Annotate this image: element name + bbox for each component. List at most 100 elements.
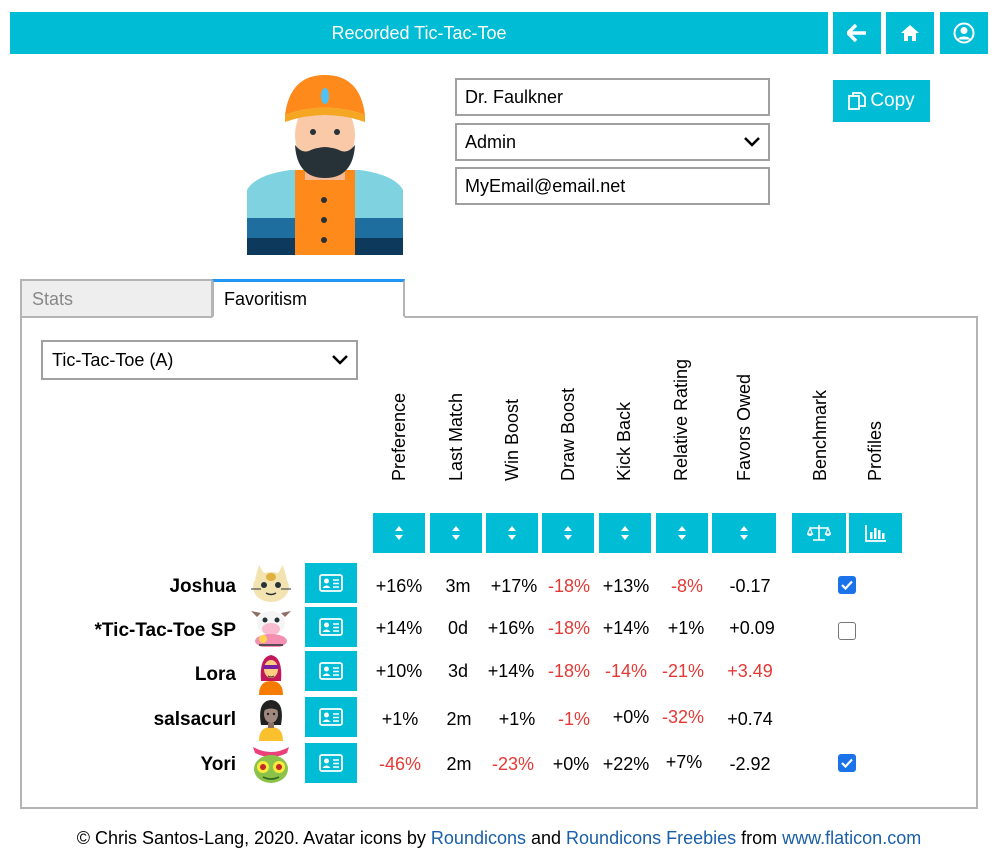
id-card-icon — [319, 574, 343, 592]
player-card-button[interactable] — [305, 563, 357, 603]
player-avatar-salsacurl — [249, 697, 293, 741]
cell-draw-boost: -18% — [547, 661, 591, 681]
column-header-relative-rating: Relative Rating — [671, 352, 699, 502]
footer-and: and — [525, 828, 567, 848]
profiles-header-button[interactable] — [849, 513, 902, 553]
id-card-icon — [319, 708, 343, 726]
sort-relative-rating-button[interactable] — [656, 513, 708, 553]
footer-prefix: © Chris Santos-Lang, 2020. Avatar icons … — [76, 828, 431, 848]
cell-last-match: 3m — [445, 576, 471, 596]
sort-icon — [395, 526, 403, 540]
cell-relative-rating: -32% — [661, 707, 705, 727]
player-name: Joshua — [169, 576, 236, 597]
benchmark-checkbox[interactable] — [838, 622, 856, 640]
cell-relative-rating: -21% — [661, 661, 705, 681]
email-field-value: MyEmail@email.net — [465, 175, 626, 196]
player-card-button[interactable] — [305, 651, 357, 691]
cell-relative-rating: -8% — [670, 576, 703, 596]
role-select[interactable]: Admin — [455, 123, 770, 161]
balance-scale-icon — [807, 525, 831, 541]
column-header-label: Relative Rating — [671, 358, 691, 481]
cell-preference: +14% — [375, 618, 423, 638]
cell-favors-owed: +3.49 — [727, 661, 773, 681]
sort-preference-button[interactable] — [373, 513, 425, 553]
copy-button-label: Copy — [870, 90, 915, 111]
tab-stats-label: Stats — [32, 288, 74, 309]
checkmark-icon — [841, 758, 853, 768]
sort-draw-boost-button[interactable] — [542, 513, 594, 553]
cell-win-boost: +16% — [487, 618, 535, 638]
user-button[interactable] — [940, 12, 988, 54]
cell-win-boost: +17% — [490, 576, 538, 596]
benchmark-checkbox[interactable] — [838, 576, 856, 594]
footer-credits: © Chris Santos-Lang, 2020. Avatar icons … — [0, 828, 998, 849]
benchmark-checkbox[interactable] — [838, 754, 856, 772]
cell-win-boost: +14% — [487, 661, 535, 681]
benchmark-header-button[interactable] — [792, 513, 846, 553]
player-name: Yori — [200, 754, 236, 775]
footer-link-roundicons-freebies[interactable]: Roundicons Freebies — [566, 828, 737, 848]
column-header-benchmark: Benchmark — [810, 352, 838, 502]
sort-kick-back-button[interactable] — [599, 513, 651, 553]
user-circle-icon — [953, 22, 975, 44]
back-button[interactable] — [833, 12, 881, 54]
sort-icon — [564, 526, 572, 540]
player-name: salsacurl — [153, 709, 236, 730]
column-header-label: Draw Boost — [558, 387, 578, 481]
cell-kick-back: +13% — [602, 576, 650, 596]
column-header-label: Benchmark — [810, 389, 830, 481]
cell-win-boost: -23% — [491, 754, 535, 774]
arrow-left-icon — [847, 24, 866, 42]
sort-win-boost-button[interactable] — [486, 513, 538, 553]
role-select-value: Admin — [465, 131, 517, 152]
cell-last-match: 0d — [447, 618, 469, 638]
column-header-label: Win Boost — [502, 398, 522, 481]
sort-favors-owed-button[interactable] — [712, 513, 776, 553]
cell-kick-back: +0% — [612, 707, 650, 727]
cell-kick-back: +14% — [602, 618, 650, 638]
cell-draw-boost: +0% — [552, 754, 590, 774]
game-select[interactable]: Tic-Tac-Toe (A) — [41, 340, 358, 380]
cell-favors-owed: +0.09 — [729, 618, 775, 638]
column-header-preference: Preference — [389, 352, 417, 502]
bar-chart-icon — [864, 525, 886, 542]
player-avatar-yori — [249, 743, 293, 783]
footer-from: from — [736, 828, 783, 848]
player-card-button[interactable] — [305, 697, 357, 737]
cell-win-boost: +1% — [498, 709, 536, 729]
cell-relative-rating: +7% — [665, 752, 703, 772]
copy-icon — [848, 92, 867, 110]
cell-favors-owed: -2.92 — [729, 754, 771, 774]
column-header-label: Favors Owed — [734, 373, 754, 481]
tab-favoritism[interactable]: Favoritism — [212, 279, 405, 318]
player-card-button[interactable] — [305, 743, 357, 783]
cell-last-match: 2m — [446, 709, 472, 729]
cell-preference: +1% — [381, 709, 419, 729]
sort-icon — [621, 526, 629, 540]
home-icon — [901, 25, 919, 41]
column-header-label: Preference — [389, 392, 409, 481]
home-button[interactable] — [886, 12, 934, 54]
footer-link-roundicons[interactable]: Roundicons — [430, 828, 526, 848]
sort-last-match-button[interactable] — [430, 513, 482, 553]
column-header-label: Last Match — [446, 392, 466, 481]
name-field[interactable]: Dr. Faulkner — [455, 78, 770, 116]
cell-draw-boost: -1% — [557, 709, 590, 729]
player-card-button[interactable] — [305, 607, 357, 647]
copy-button[interactable]: Copy — [833, 80, 930, 122]
tab-stats[interactable]: Stats — [20, 279, 213, 317]
email-field[interactable]: MyEmail@email.net — [455, 167, 770, 205]
cell-draw-boost: -18% — [547, 576, 591, 596]
chevron-down-icon — [744, 137, 760, 147]
name-field-value: Dr. Faulkner — [465, 86, 564, 107]
id-card-icon — [319, 754, 343, 772]
tab-favoritism-label: Favoritism — [224, 288, 308, 309]
cell-draw-boost: -18% — [547, 618, 591, 638]
app-title: Recorded Tic-Tac-Toe — [331, 22, 507, 43]
cell-preference: -46% — [378, 754, 422, 774]
column-header-profiles: Profiles — [865, 352, 893, 502]
footer-link-flaticon[interactable]: www.flaticon.com — [782, 828, 922, 848]
app-title-bar: Recorded Tic-Tac-Toe — [10, 12, 828, 54]
chevron-down-icon — [332, 355, 348, 365]
column-header-win-boost: Win Boost — [502, 352, 530, 502]
